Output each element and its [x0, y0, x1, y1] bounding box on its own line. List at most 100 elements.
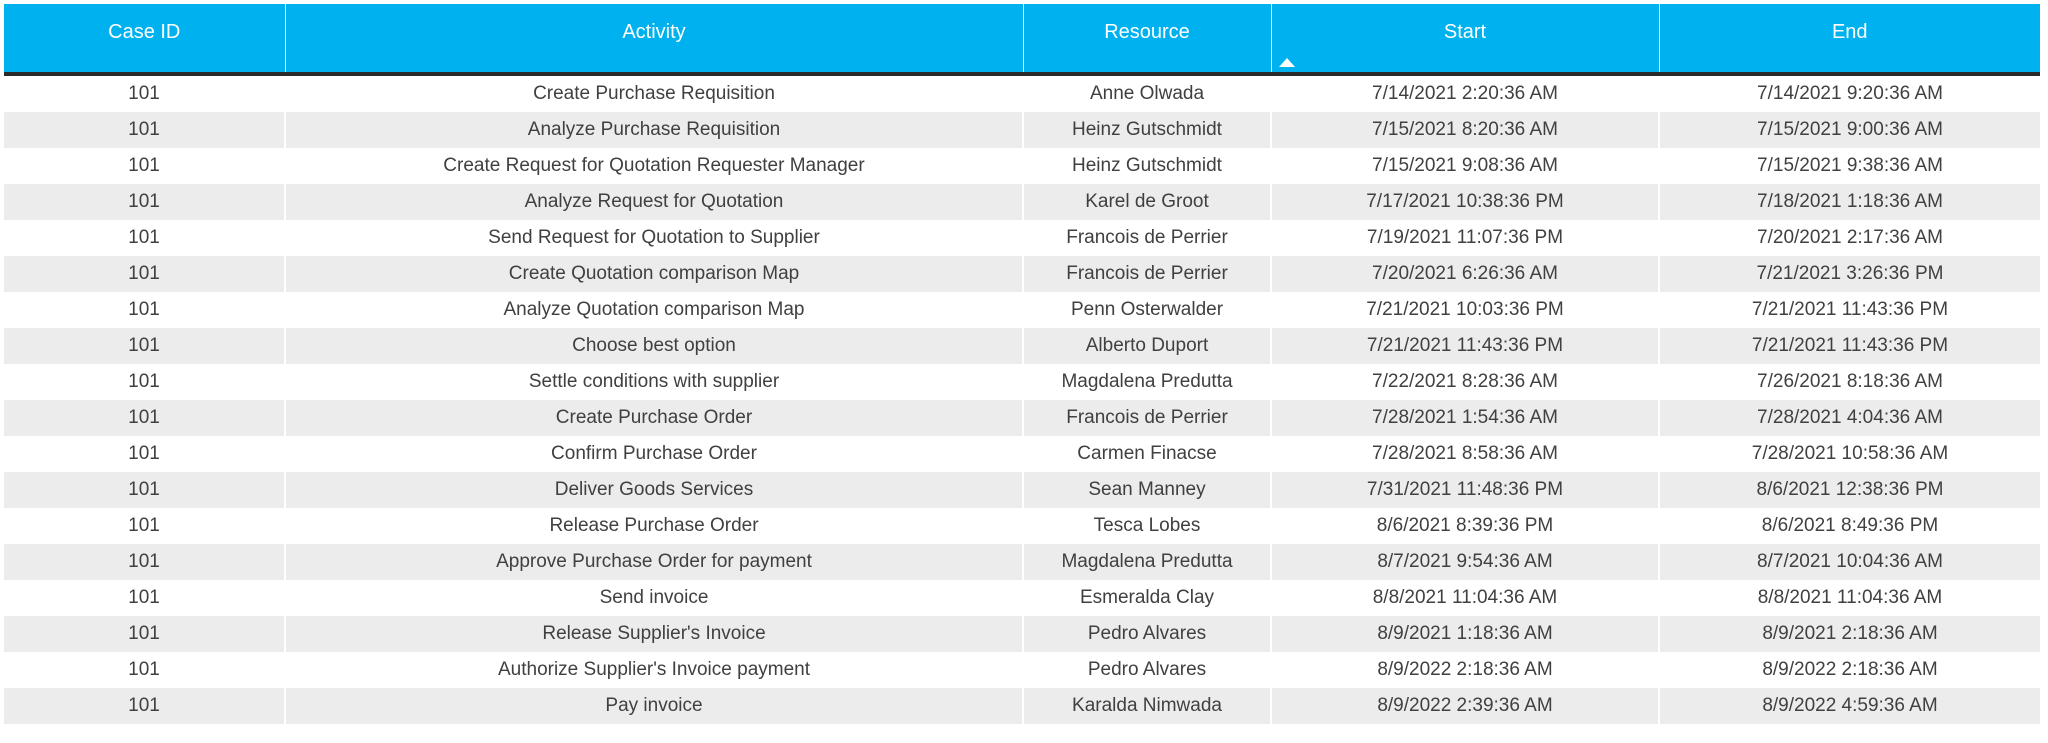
cell-end: 7/26/2021 8:18:36 AM [1658, 364, 2040, 400]
cell-activity: Confirm Purchase Order [284, 436, 1023, 472]
cell-case_id: 101 [128, 299, 160, 320]
cell-resource: Karel de Groot [1022, 184, 1271, 220]
cell-case_id: 101 [128, 155, 160, 176]
cell-activity: Authorize Supplier's Invoice payment [284, 652, 1023, 688]
cell-start: 7/31/2021 11:48:36 PM [1270, 472, 1659, 508]
cell-end: 8/9/2022 4:59:36 AM [1658, 688, 2040, 724]
cell-start: 7/28/2021 1:54:36 AM [1270, 400, 1659, 436]
cell-activity: Analyze Request for Quotation [284, 184, 1023, 220]
table-row[interactable]: 101 Authorize Supplier's Invoice payment P… [4, 652, 2040, 688]
cell-resource: Sean Manney [1022, 472, 1271, 508]
cell-end: 8/9/2021 2:18:36 AM [1658, 616, 2040, 652]
cell-end: 7/21/2021 11:43:36 PM [1658, 328, 2040, 364]
sort-ascending-icon [1278, 58, 1295, 67]
cell-activity: Deliver Goods Services [284, 472, 1023, 508]
cell-start: 7/20/2021 6:26:36 AM [1270, 256, 1659, 292]
cell-resource: Francois de Perrier [1022, 256, 1271, 292]
cell-start: 7/15/2021 9:08:36 AM [1270, 148, 1659, 184]
table-row[interactable]: 101 Send Request for Quotation to Supplie… [4, 220, 2040, 256]
cell-end: 8/9/2022 2:18:36 AM [1658, 652, 2040, 688]
cell-start: 8/8/2021 11:04:36 AM [1270, 580, 1659, 616]
table-row[interactable]: 101 Create Purchase Order Francois de Perr… [4, 400, 2040, 436]
cell-end: 8/6/2021 8:49:36 PM [1658, 508, 2040, 544]
cell-case_id: 101 [4, 688, 285, 724]
cell-start: 7/14/2021 2:20:36 AM [1270, 74, 1659, 112]
cell-activity: Release Supplier's Invoice [284, 616, 1023, 652]
cell-activity: Create Purchase Requisition [284, 74, 1023, 112]
table-row[interactable]: 101 Approve Purchase Order for payment Mag… [4, 544, 2040, 580]
cell-case_id: 101 [4, 184, 285, 220]
cell-start: 7/21/2021 11:43:36 PM [1270, 328, 1659, 364]
table-row[interactable]: 101 Settle conditions with supplier Magdal… [4, 364, 2040, 400]
table-row[interactable]: 101 Create Quotation comparison Map Franco… [4, 256, 2040, 292]
table-row[interactable]: 101 Analyze Quotation comparison Map Penn … [4, 292, 2040, 328]
cell-case_id: 101 [4, 256, 285, 292]
cell-resource: Magdalena Predutta [1022, 544, 1271, 580]
cell-resource: Francois de Perrier [1022, 220, 1271, 256]
cell-resource: Carmen Finacse [1022, 436, 1271, 472]
table-row[interactable]: 101 Release Supplier's Invoice Pedro Alvar… [4, 616, 2040, 652]
cell-case_id: 101 [4, 544, 285, 580]
table-row[interactable]: 101 Create Purchase Requisition Anne Olwad… [4, 74, 2040, 112]
cell-case_id: 101 [4, 400, 285, 436]
cell-activity: Approve Purchase Order for payment [284, 544, 1023, 580]
column-header-start[interactable]: Start [1270, 4, 1659, 76]
cell-end: 8/8/2021 11:04:36 AM [1658, 580, 2040, 616]
cell-case_id: 101 [4, 616, 285, 652]
cell-activity: Create Request for Quotation Requester M… [284, 148, 1023, 184]
column-header-resource[interactable]: Resource [1022, 4, 1271, 76]
table-body: 101 Create Purchase Requisition Anne Olwad… [4, 74, 2040, 724]
cell-case_id: 101 [128, 587, 160, 608]
cell-case_id: 101 [128, 443, 160, 464]
event-log-table: Case ID Activity Resource Start End 101 C… [4, 4, 2040, 724]
column-header-end[interactable]: End [1658, 4, 2040, 76]
column-header-activity[interactable]: Activity [284, 4, 1023, 76]
table-row[interactable]: 101 Analyze Request for Quotation Karel de… [4, 184, 2040, 220]
cell-resource: Anne Olwada [1022, 74, 1271, 112]
cell-activity: Send Request for Quotation to Supplier [284, 220, 1023, 256]
cell-resource: Magdalena Predutta [1022, 364, 1271, 400]
cell-resource: Alberto Duport [1022, 328, 1271, 364]
cell-resource: Heinz Gutschmidt [1022, 112, 1271, 148]
cell-start: 7/19/2021 11:07:36 PM [1270, 220, 1659, 256]
table-row[interactable]: 101 Release Purchase Order Tesca Lobes 8/6/… [4, 508, 2040, 544]
cell-case_id: 101 [128, 83, 160, 104]
table-row[interactable]: 101 Pay invoice Karalda Nimwada 8/9/2022 2:… [4, 688, 2040, 724]
cell-start: 7/28/2021 8:58:36 AM [1270, 436, 1659, 472]
table-row[interactable]: 101 Analyze Purchase Requisition Heinz Gut… [4, 112, 2040, 148]
column-header-start-label: Start [1443, 20, 1487, 43]
cell-resource: Pedro Alvares [1022, 616, 1271, 652]
cell-case_id: 101 [128, 515, 160, 536]
cell-resource: Pedro Alvares [1022, 652, 1271, 688]
cell-start: 8/7/2021 9:54:36 AM [1270, 544, 1659, 580]
table-row[interactable]: 101 Create Request for Quotation Requeste… [4, 148, 2040, 184]
header-row: Case ID Activity Resource Start End [4, 4, 2040, 76]
cell-resource: Penn Osterwalder [1022, 292, 1271, 328]
cell-case_id: 101 [128, 227, 160, 248]
table-header: Case ID Activity Resource Start End [4, 4, 2040, 76]
cell-end: 7/28/2021 4:04:36 AM [1658, 400, 2040, 436]
cell-activity: Choose best option [284, 328, 1023, 364]
cell-end: 8/7/2021 10:04:36 AM [1658, 544, 2040, 580]
cell-end: 7/18/2021 1:18:36 AM [1658, 184, 2040, 220]
cell-case_id: 101 [4, 328, 285, 364]
cell-activity: Analyze Quotation comparison Map [284, 292, 1023, 328]
cell-end: 7/21/2021 11:43:36 PM [1658, 292, 2040, 328]
cell-activity: Settle conditions with supplier [284, 364, 1023, 400]
table-row[interactable]: 101 Send invoice Esmeralda Clay 8/8/2021 11… [4, 580, 2040, 616]
cell-case_id: 101 [4, 472, 285, 508]
cell-resource: Francois de Perrier [1022, 400, 1271, 436]
cell-resource: Tesca Lobes [1022, 508, 1271, 544]
table-row[interactable]: 101 Confirm Purchase Order Carmen Finacse 7… [4, 436, 2040, 472]
cell-start: 8/9/2022 2:39:36 AM [1270, 688, 1659, 724]
cell-end: 7/15/2021 9:00:36 AM [1658, 112, 2040, 148]
table-row[interactable]: 101 Deliver Goods Services Sean Manney 7/31… [4, 472, 2040, 508]
cell-case_id: 101 [128, 659, 160, 680]
cell-start: 8/6/2021 8:39:36 PM [1270, 508, 1659, 544]
column-header-case-id[interactable]: Case ID [4, 4, 285, 76]
event-log-table-container: Case ID Activity Resource Start End 101 C… [4, 4, 2040, 724]
cell-start: 7/17/2021 10:38:36 PM [1270, 184, 1659, 220]
cell-start: 8/9/2022 2:18:36 AM [1270, 652, 1659, 688]
table-row[interactable]: 101 Choose best option Alberto Duport 7/21/… [4, 328, 2040, 364]
